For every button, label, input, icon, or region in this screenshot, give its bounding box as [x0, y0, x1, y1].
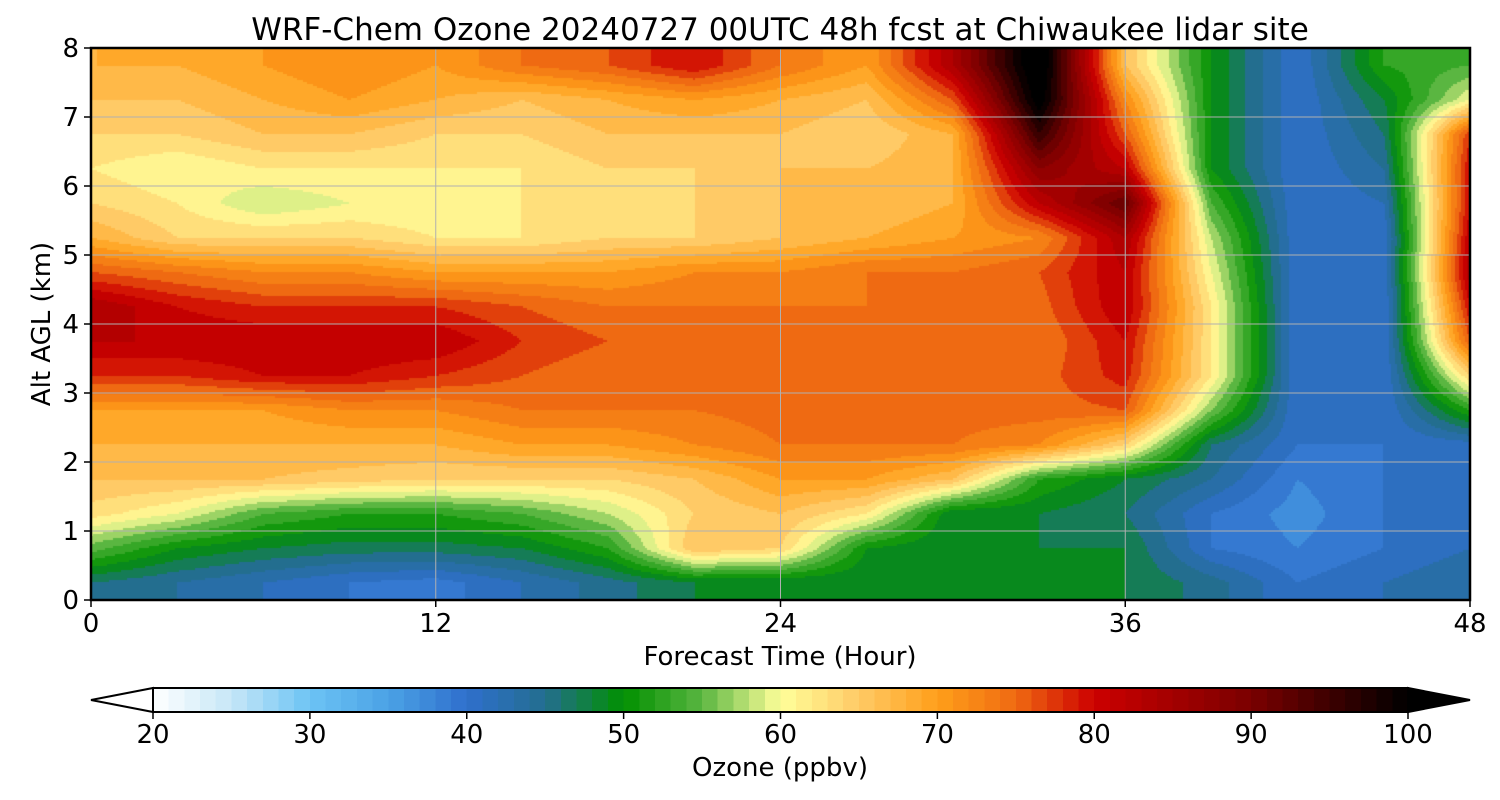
colorbar-tick-label-90: 90 — [1235, 720, 1268, 750]
colorbar-tick-label-80: 80 — [1078, 720, 1111, 750]
y-tick-label-1: 1 — [62, 517, 79, 547]
colorbar — [152, 687, 1409, 713]
y-tick-label-3: 3 — [62, 379, 79, 409]
colorbar-tick-label-60: 60 — [764, 720, 797, 750]
x-axis-ticks: 0 12 24 36 48 — [83, 600, 1487, 639]
x-axis-label: Forecast Time (Hour) — [643, 642, 916, 672]
x-tick-label-36: 36 — [1109, 609, 1142, 639]
y-tick-label-4: 4 — [62, 310, 79, 340]
colorbar-tick-label-70: 70 — [921, 720, 954, 750]
y-tick-label-5: 5 — [62, 241, 79, 271]
colorbar-extend-low — [90, 686, 154, 714]
colorbar-tick-label-20: 20 — [136, 720, 169, 750]
x-tick-label-24: 24 — [764, 609, 797, 639]
colorbar-tick-label-50: 50 — [607, 720, 640, 750]
y-tick-label-0: 0 — [62, 586, 79, 616]
chart-title: WRF-Chem Ozone 20240727 00UTC 48h fcst a… — [251, 12, 1309, 48]
y-tick-label-2: 2 — [62, 448, 79, 478]
colorbar-label: Ozone (ppbv) — [692, 753, 868, 783]
x-tick-label-48: 48 — [1453, 609, 1486, 639]
x-tick-label-0: 0 — [83, 609, 100, 639]
colorbar-extend-high — [1407, 686, 1471, 714]
x-tick-label-12: 12 — [419, 609, 452, 639]
y-axis-ticks: 0 1 2 3 4 5 6 7 8 — [62, 34, 91, 616]
colorbar-ticks: 20 30 40 50 60 70 80 90 100 — [136, 712, 1433, 750]
colorbar-tick-label-100: 100 — [1383, 720, 1433, 750]
y-tick-label-7: 7 — [62, 103, 79, 133]
y-tick-label-6: 6 — [62, 172, 79, 202]
y-axis-label: Alt AGL (km) — [27, 242, 57, 406]
colorbar-tick-label-40: 40 — [450, 720, 483, 750]
colorbar-tick-label-30: 30 — [293, 720, 326, 750]
y-tick-label-8: 8 — [62, 34, 79, 64]
